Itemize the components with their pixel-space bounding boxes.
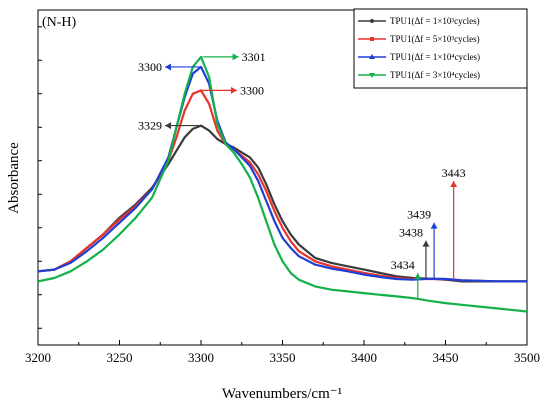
annotation-label: 3329 xyxy=(138,119,162,133)
legend-marker xyxy=(369,73,375,78)
legend-label: TPU1(Δf = 1×10³cycles) xyxy=(390,16,480,26)
peak-annotation: 3300 xyxy=(201,83,264,97)
peak-annotation: 3434 xyxy=(391,258,422,299)
annotations-layer: 3301 3300 3300 3329 3443 3439 3438 3434 xyxy=(138,50,466,299)
y-axis-ticks xyxy=(38,26,42,329)
series-line-4 xyxy=(38,55,527,313)
peak-annotation: 3443 xyxy=(442,166,466,280)
annotation-label: 3443 xyxy=(442,166,466,180)
x-tick-label: 3500 xyxy=(514,350,540,365)
x-tick-label: 3300 xyxy=(188,350,214,365)
peak-annotation: 3301 xyxy=(202,50,266,64)
legend-label: TPU1(Δf = 5×10³cycles) xyxy=(390,34,480,44)
x-axis-ticks: 3200 3250 3300 3350 3400 3450 3500 xyxy=(25,340,540,365)
x-tick-label: 3350 xyxy=(270,350,296,365)
y-axis-title: Absorbance xyxy=(6,142,22,214)
annotation-label: 3438 xyxy=(399,226,423,240)
peak-annotation: 3439 xyxy=(407,208,438,279)
series-line-3 xyxy=(38,65,527,283)
x-axis-title: Wavenumbers/cm⁻¹ xyxy=(222,386,342,402)
annotation-label: 3300 xyxy=(240,83,264,97)
peak-annotation: 3300 xyxy=(138,60,201,74)
annotation-label: 3300 xyxy=(138,60,162,74)
annotation-label: 3439 xyxy=(407,208,431,222)
peak-annotation: 3329 xyxy=(138,119,201,133)
series-layer xyxy=(38,55,527,313)
x-tick-label: 3450 xyxy=(433,350,459,365)
peak-annotation: 3438 xyxy=(399,226,430,279)
legend-label: TPU1(Δf = 3×10⁴cycles) xyxy=(390,70,480,80)
x-tick-label: 3400 xyxy=(351,350,377,365)
panel-label: (N-H) xyxy=(42,15,77,30)
legend: TPU1(Δf = 1×10³cycles) TPU1(Δf = 5×10³cyc… xyxy=(353,8,528,89)
x-tick-label: 3250 xyxy=(107,350,133,365)
legend-marker xyxy=(370,37,374,41)
x-tick-label: 3200 xyxy=(25,350,51,365)
annotation-label: 3434 xyxy=(391,258,415,272)
legend-marker xyxy=(369,54,375,59)
legend-label: TPU1(Δf = 1×10⁴cycles) xyxy=(390,52,480,62)
legend-marker xyxy=(370,19,374,23)
annotation-label: 3301 xyxy=(242,50,266,64)
